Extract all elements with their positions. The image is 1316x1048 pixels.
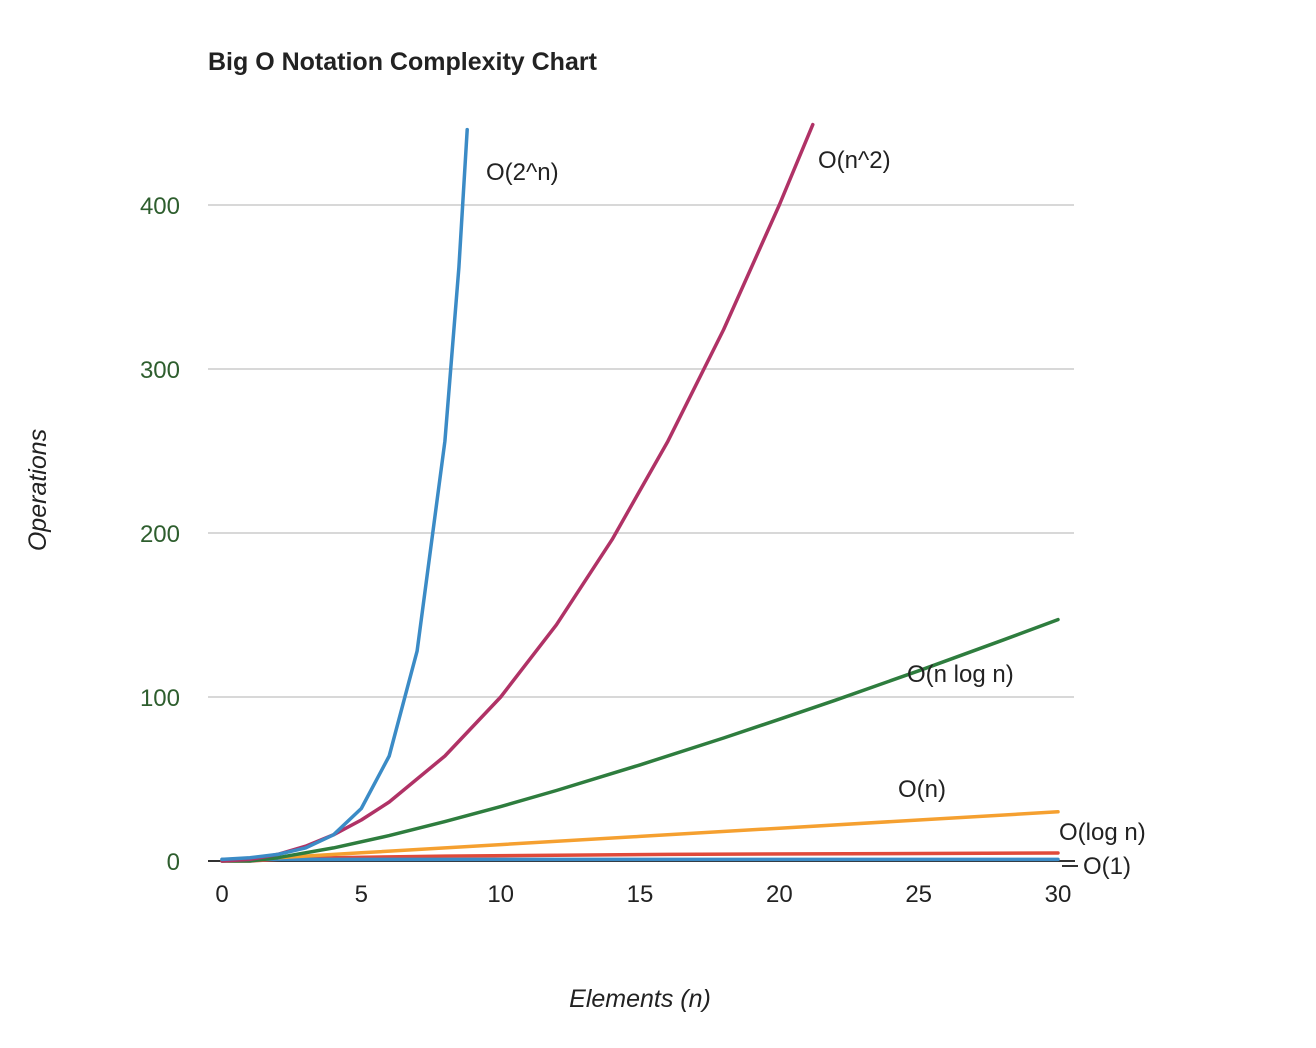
series-label: O(2^n) (486, 159, 559, 186)
x-tick-label: 25 (905, 881, 932, 908)
x-tick-label: 0 (215, 881, 228, 908)
chart-title: Big O Notation Complexity Chart (208, 48, 598, 76)
series-label: O(1) (1083, 853, 1131, 880)
y-tick-label: 400 (140, 193, 180, 220)
series-line-o-n-2 (220, 122, 815, 863)
x-tick-label: 30 (1045, 881, 1072, 908)
series-label: O(log n) (1059, 819, 1146, 846)
series-labels: O(2^n) O(n^2) O(n log n) O(n) O(log n) O(1) (486, 147, 1146, 880)
y-axis-ticks: 0 100 200 300 400 (140, 193, 180, 876)
series-label: O(n) (898, 776, 946, 803)
series-line-o-n-log-n (220, 617, 1060, 863)
y-axis-label: Operations (24, 429, 52, 551)
series-label: O(n^2) (818, 147, 891, 174)
y-tick-label: 300 (140, 357, 180, 384)
x-tick-label: 10 (487, 881, 514, 908)
x-tick-label: 15 (627, 881, 654, 908)
y-tick-label: 100 (140, 685, 180, 712)
series-lines (220, 122, 1060, 863)
x-axis-ticks: 0 5 10 15 20 25 30 (215, 881, 1071, 908)
series-line-o-n (220, 810, 1060, 863)
x-tick-label: 20 (766, 881, 793, 908)
x-axis-label: Elements (n) (569, 985, 711, 1013)
series-label: O(n log n) (907, 661, 1014, 688)
x-tick-label: 5 (355, 881, 368, 908)
y-tick-label: 200 (140, 521, 180, 548)
series-line-o-2-n (220, 127, 469, 862)
y-tick-label: 0 (167, 849, 180, 876)
